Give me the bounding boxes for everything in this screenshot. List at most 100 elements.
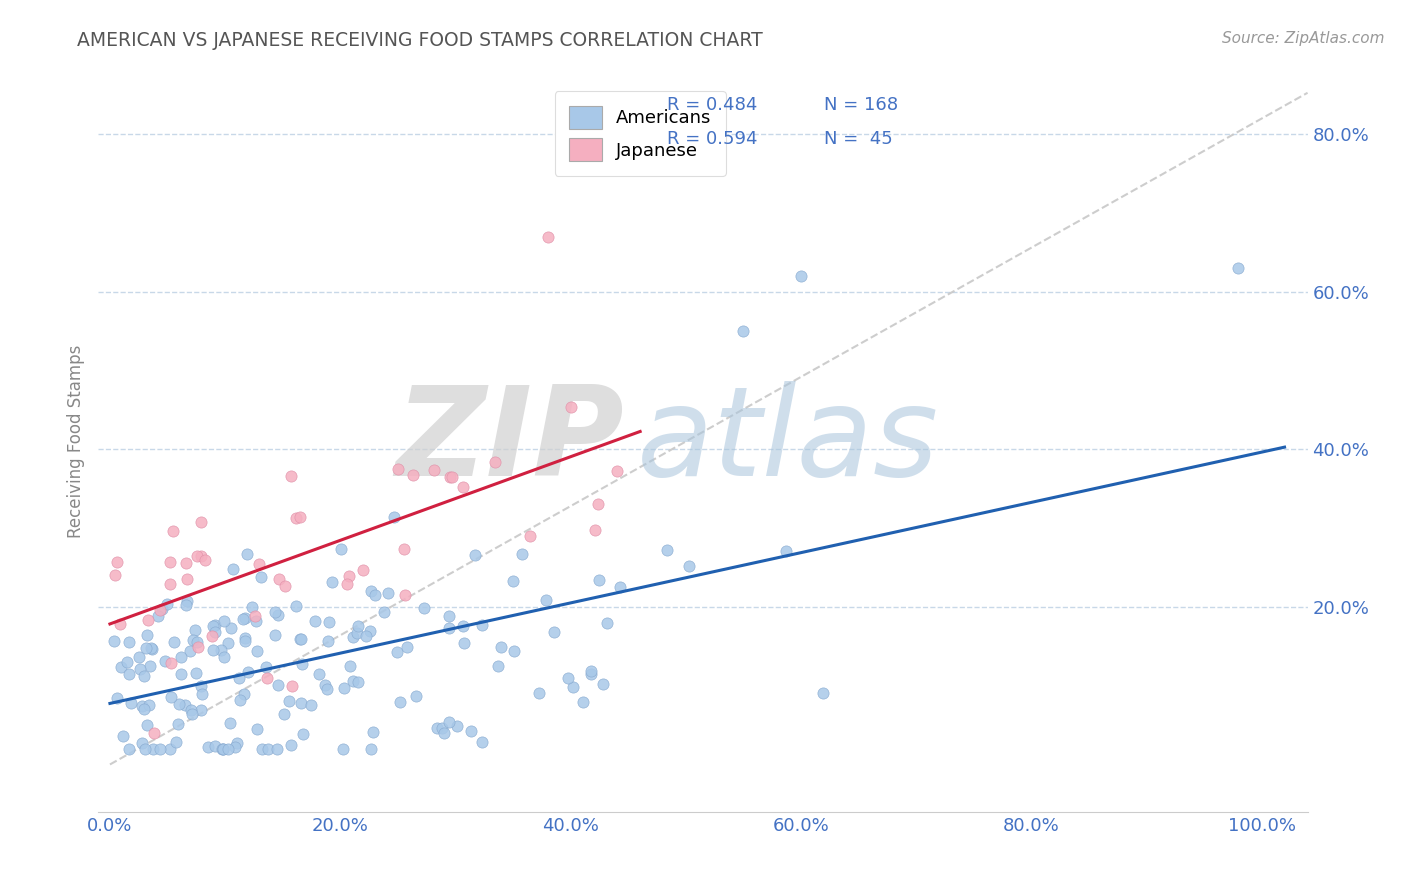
Point: [190, 686, 212, 700]
Point: [291, 657, 314, 672]
Point: [217, 636, 239, 650]
Point: [117, 667, 139, 681]
Point: [536, 592, 558, 607]
Point: [318, 634, 340, 648]
Point: [536, 229, 558, 244]
Point: [502, 574, 524, 589]
Point: [243, 609, 266, 624]
Point: [437, 714, 460, 729]
Point: [280, 468, 302, 483]
Point: [142, 741, 165, 756]
Point: [606, 463, 628, 477]
Point: [229, 693, 252, 707]
Point: [249, 570, 271, 584]
Text: ZIP: ZIP: [395, 381, 624, 502]
Point: [186, 549, 208, 564]
Point: [440, 469, 463, 483]
Point: [290, 509, 312, 524]
Point: [413, 601, 436, 615]
Point: [346, 625, 368, 640]
Point: [583, 523, 606, 537]
Point: [190, 549, 212, 564]
Point: [246, 723, 269, 737]
Point: [360, 583, 382, 598]
Point: [233, 634, 256, 648]
Point: [110, 617, 132, 632]
Point: [529, 686, 551, 700]
Point: [290, 696, 312, 710]
Point: [342, 674, 364, 689]
Point: [347, 674, 370, 689]
Point: [339, 658, 361, 673]
Point: [426, 721, 449, 735]
Point: [136, 628, 159, 642]
Point: [212, 741, 235, 756]
Point: [437, 608, 460, 623]
Point: [165, 734, 187, 748]
Point: [464, 548, 486, 562]
Point: [318, 615, 340, 629]
Point: [232, 611, 254, 625]
Point: [128, 649, 150, 664]
Point: [557, 671, 579, 685]
Point: [396, 640, 419, 655]
Point: [194, 552, 217, 566]
Text: AMERICAN VS JAPANESE RECEIVING FOOD STAMPS CORRELATION CHART: AMERICAN VS JAPANESE RECEIVING FOOD STAM…: [77, 31, 763, 50]
Point: [489, 640, 512, 655]
Y-axis label: Receiving Food Stamps: Receiving Food Stamps: [66, 345, 84, 538]
Point: [1227, 261, 1250, 276]
Text: atlas: atlas: [637, 381, 939, 502]
Point: [219, 621, 242, 635]
Point: [256, 671, 278, 685]
Point: [486, 658, 509, 673]
Point: [314, 678, 336, 692]
Text: Source: ZipAtlas.com: Source: ZipAtlas.com: [1222, 31, 1385, 46]
Point: [252, 741, 274, 756]
Point: [228, 671, 250, 685]
Point: [181, 633, 204, 648]
Point: [105, 555, 128, 569]
Point: [204, 625, 226, 640]
Point: [149, 741, 172, 756]
Point: [360, 741, 382, 756]
Point: [347, 618, 370, 632]
Point: [402, 467, 425, 482]
Point: [190, 679, 212, 693]
Point: [387, 462, 409, 476]
Point: [382, 509, 405, 524]
Point: [290, 632, 312, 647]
Point: [373, 605, 395, 619]
Point: [218, 741, 240, 756]
Point: [170, 650, 193, 665]
Point: [187, 640, 209, 654]
Point: [176, 572, 198, 586]
Legend: Americans, Japanese: Americans, Japanese: [555, 92, 725, 176]
Point: [257, 741, 280, 756]
Text: N =  45: N = 45: [824, 130, 893, 148]
Point: [211, 741, 233, 756]
Point: [240, 600, 263, 615]
Point: [733, 324, 755, 338]
Point: [103, 634, 125, 648]
Point: [267, 678, 290, 692]
Point: [221, 562, 243, 576]
Point: [394, 588, 416, 602]
Text: R = 0.484: R = 0.484: [666, 96, 756, 114]
Point: [278, 694, 301, 708]
Point: [131, 699, 153, 714]
Point: [159, 555, 181, 569]
Point: [385, 645, 408, 659]
Point: [790, 269, 813, 284]
Point: [162, 524, 184, 538]
Point: [202, 619, 225, 633]
Point: [285, 599, 308, 613]
Point: [153, 654, 176, 668]
Point: [439, 621, 461, 635]
Point: [190, 703, 212, 717]
Point: [337, 568, 360, 582]
Point: [292, 727, 315, 741]
Point: [588, 573, 610, 587]
Point: [149, 603, 172, 617]
Point: [212, 649, 235, 664]
Point: [247, 557, 270, 571]
